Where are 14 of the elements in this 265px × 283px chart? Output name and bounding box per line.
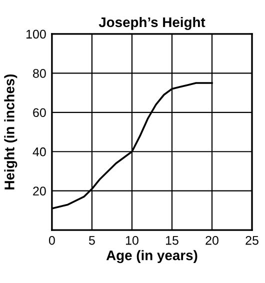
y-tick-label: 60 xyxy=(33,108,46,118)
y-axis-title: Height (in inches) xyxy=(4,74,18,190)
x-tick-label: 25 xyxy=(246,236,258,245)
chart-title: Joseph’s Height xyxy=(98,16,206,30)
y-tick-label: 100 xyxy=(26,30,46,39)
x-tick-label: 0 xyxy=(48,236,55,245)
y-tick-label: 80 xyxy=(33,68,46,78)
x-tick-label: 15 xyxy=(166,236,178,245)
y-tick-label: 20 xyxy=(33,186,46,196)
x-axis-title: Age (in years) xyxy=(106,250,198,264)
y-tick-label: 40 xyxy=(32,147,46,156)
x-tick-label: 10 xyxy=(126,236,138,245)
x-tick-label: 5 xyxy=(88,236,95,245)
x-tick-label: 20 xyxy=(206,236,218,245)
